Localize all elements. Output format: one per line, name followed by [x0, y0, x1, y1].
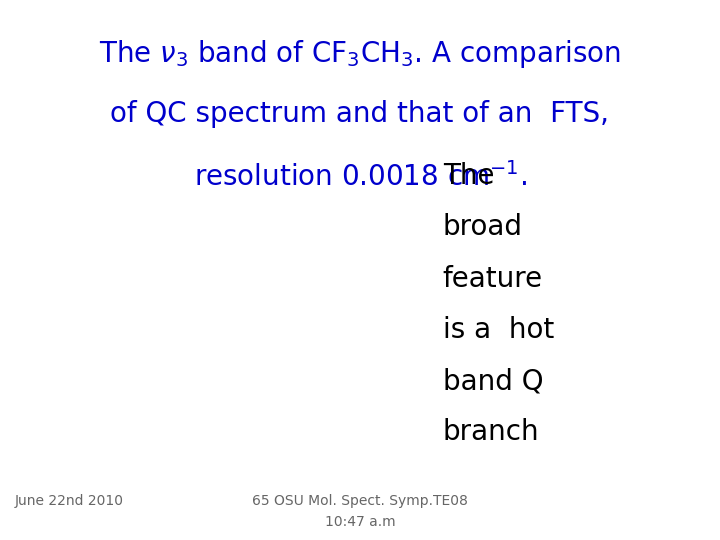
- Text: resolution 0.0018 cm$^{-1}$.: resolution 0.0018 cm$^{-1}$.: [194, 162, 526, 192]
- Text: 10:47 a.m: 10:47 a.m: [325, 515, 395, 529]
- Text: branch: branch: [443, 418, 539, 447]
- Text: is a  hot: is a hot: [443, 316, 554, 344]
- Text: The $\nu_3$ band of CF$_3$CH$_3$. A comparison: The $\nu_3$ band of CF$_3$CH$_3$. A comp…: [99, 38, 621, 70]
- Text: The: The: [443, 162, 495, 190]
- Text: 65 OSU Mol. Spect. Symp.TE08: 65 OSU Mol. Spect. Symp.TE08: [252, 494, 468, 508]
- Text: band Q: band Q: [443, 367, 544, 395]
- Text: of QC spectrum and that of an  FTS,: of QC spectrum and that of an FTS,: [110, 100, 610, 128]
- Text: feature: feature: [443, 265, 543, 293]
- Text: June 22nd 2010: June 22nd 2010: [14, 494, 123, 508]
- Text: broad: broad: [443, 213, 523, 241]
